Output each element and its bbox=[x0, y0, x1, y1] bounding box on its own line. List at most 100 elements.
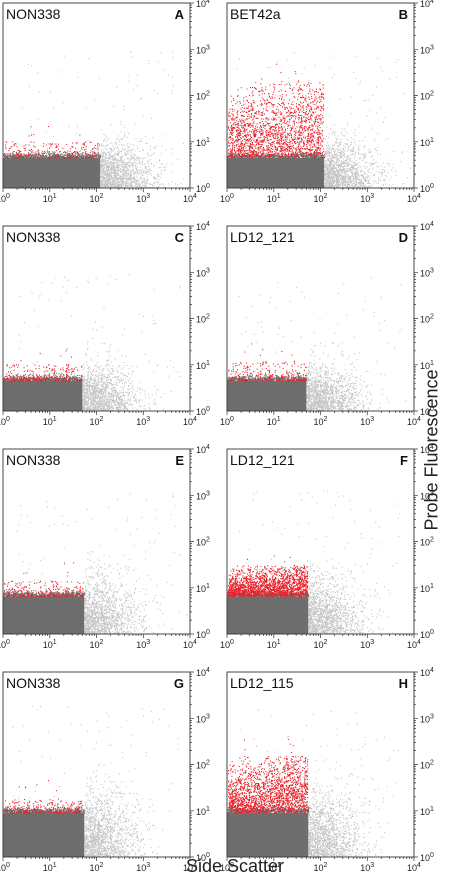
sample-label: NON338 bbox=[6, 229, 61, 245]
y-tick-label: 102 bbox=[420, 91, 434, 102]
x-tick-label: 100 bbox=[220, 193, 234, 204]
background-events bbox=[12, 705, 179, 858]
sample-label: NON338 bbox=[6, 452, 61, 468]
sample-label: NON338 bbox=[6, 675, 61, 691]
panel-letter: D bbox=[399, 230, 408, 245]
x-tick-label: 104 bbox=[407, 193, 421, 204]
y-tick-label: 102 bbox=[420, 314, 434, 325]
gated-population bbox=[3, 380, 83, 411]
scatter-points bbox=[227, 490, 401, 635]
y-tick-label: 103 bbox=[420, 490, 434, 501]
probe-positive-events bbox=[4, 798, 85, 814]
x-tick-label: 103 bbox=[360, 639, 374, 650]
x-tick-label: 101 bbox=[43, 639, 57, 650]
x-tick-label: 104 bbox=[183, 416, 197, 427]
probe-positive-events bbox=[227, 81, 325, 159]
y-tick-label: 104 bbox=[196, 444, 210, 455]
x-tick-label: 100 bbox=[220, 639, 234, 650]
probe-positive-events bbox=[4, 141, 101, 159]
panel-c: 100101102103104100101102103104NON338C bbox=[0, 221, 210, 427]
stray-positive-events bbox=[247, 555, 305, 567]
x-tick-label: 104 bbox=[407, 862, 421, 873]
y-tick-label: 100 bbox=[420, 183, 434, 194]
y-tick-label: 100 bbox=[196, 852, 210, 863]
scatter-points bbox=[227, 52, 412, 189]
gated-population bbox=[227, 812, 309, 857]
x-tick-label: 102 bbox=[314, 639, 328, 650]
panel-letter: G bbox=[174, 676, 184, 691]
panel-letter: B bbox=[399, 7, 408, 22]
probe-positive-events bbox=[4, 580, 85, 597]
y-axis-title: Probe Fluorescence bbox=[421, 369, 442, 531]
x-tick-label: 102 bbox=[314, 862, 328, 873]
y-tick-label: 104 bbox=[420, 444, 434, 455]
scatter-points bbox=[3, 493, 188, 635]
y-tick-label: 101 bbox=[420, 583, 434, 594]
x-tick-label: 100 bbox=[0, 416, 10, 427]
axis-ticks bbox=[2, 2, 194, 192]
sample-label: NON338 bbox=[6, 6, 61, 22]
probe-positive-events bbox=[227, 755, 309, 814]
y-tick-label: 102 bbox=[196, 91, 210, 102]
y-tick-label: 103 bbox=[420, 713, 434, 724]
gated-population bbox=[227, 596, 309, 634]
y-tick-label: 104 bbox=[420, 667, 434, 678]
x-tick-label: 104 bbox=[407, 639, 421, 650]
scatter-points bbox=[227, 277, 407, 412]
background-events bbox=[16, 493, 188, 635]
y-tick-label: 103 bbox=[420, 44, 434, 55]
y-tick-label: 100 bbox=[196, 183, 210, 194]
stray-positive-events bbox=[244, 738, 294, 754]
stray-positive-events bbox=[20, 348, 72, 362]
x-tick-label: 100 bbox=[0, 862, 10, 873]
sample-label: LD12_121 bbox=[230, 452, 295, 468]
stray-positive-events bbox=[18, 780, 57, 792]
y-tick-label: 103 bbox=[196, 44, 210, 55]
y-tick-label: 101 bbox=[420, 137, 434, 148]
x-tick-label: 101 bbox=[267, 193, 281, 204]
stray-positive-events bbox=[244, 343, 293, 356]
axis-ticks bbox=[226, 225, 418, 415]
y-tick-label: 100 bbox=[196, 629, 210, 640]
scatter-points bbox=[3, 705, 179, 858]
x-axis-title: Side Scatter bbox=[185, 856, 285, 876]
y-tick-label: 102 bbox=[420, 760, 434, 771]
panel-a: 100101102103104100101102103104NON338A bbox=[0, 0, 210, 204]
x-tick-label: 102 bbox=[90, 193, 104, 204]
x-tick-label: 102 bbox=[314, 193, 328, 204]
panel-g: 100101102103104100101102103104NON338G bbox=[0, 667, 210, 873]
x-tick-label: 103 bbox=[360, 193, 374, 204]
x-tick-label: 103 bbox=[136, 639, 150, 650]
x-tick-label: 101 bbox=[43, 416, 57, 427]
panel-letter: C bbox=[175, 230, 185, 245]
y-tick-label: 103 bbox=[196, 490, 210, 501]
x-tick-label: 102 bbox=[90, 416, 104, 427]
probe-positive-events bbox=[228, 565, 309, 597]
panel-letter: F bbox=[400, 453, 408, 468]
x-tick-label: 104 bbox=[407, 416, 421, 427]
panel-e: 100101102103104100101102103104NON338E bbox=[0, 444, 210, 650]
background-events bbox=[14, 274, 181, 412]
probe-positive-events bbox=[228, 360, 307, 382]
x-tick-label: 104 bbox=[183, 193, 197, 204]
x-tick-label: 101 bbox=[267, 416, 281, 427]
gated-population bbox=[3, 812, 85, 857]
y-tick-label: 104 bbox=[420, 221, 434, 232]
y-tick-label: 104 bbox=[196, 0, 210, 9]
axis-ticks bbox=[226, 671, 418, 861]
y-tick-label: 102 bbox=[196, 314, 210, 325]
y-tick-label: 101 bbox=[420, 360, 434, 371]
probe-positive-events bbox=[4, 364, 83, 382]
axis-ticks bbox=[226, 448, 418, 638]
stray-positive-events bbox=[23, 562, 75, 577]
x-tick-label: 103 bbox=[136, 416, 150, 427]
y-tick-label: 102 bbox=[196, 760, 210, 771]
x-tick-label: 100 bbox=[0, 193, 10, 204]
y-tick-label: 103 bbox=[196, 713, 210, 724]
y-tick-label: 103 bbox=[420, 267, 434, 278]
y-tick-label: 101 bbox=[196, 360, 210, 371]
scatter-points bbox=[3, 51, 184, 189]
